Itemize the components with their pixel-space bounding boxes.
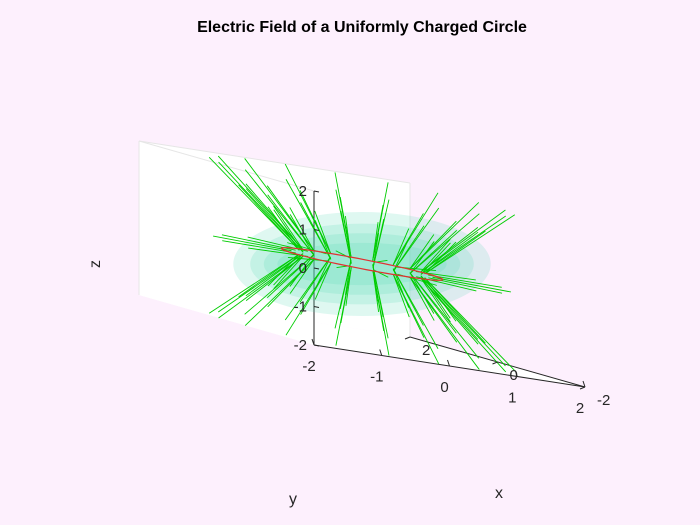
x-axis-label: x	[495, 485, 503, 502]
x-tick	[579, 386, 586, 390]
field-line	[285, 262, 332, 336]
x-tick-label: -2	[597, 392, 610, 409]
field-line	[428, 274, 502, 288]
field-line	[273, 253, 304, 286]
field-line	[284, 163, 331, 254]
y-axis-label: y	[289, 491, 297, 508]
y-tick-label: 1	[508, 390, 516, 407]
field-line	[409, 277, 435, 321]
x-tick-label: 2	[422, 342, 430, 359]
plot-area: -2 -1 0 1 2 -2 -1 0 1 2 -2 0 2 z y x	[87, 140, 610, 508]
equipotential-surface	[250, 223, 474, 305]
field-line	[335, 267, 352, 346]
field-line	[420, 215, 506, 275]
z-tick-label: -1	[294, 299, 307, 316]
charge-ring	[280, 247, 444, 281]
field-line	[420, 242, 451, 275]
field-line	[208, 157, 300, 251]
field-line	[393, 207, 440, 272]
field-line	[420, 275, 506, 367]
field-line	[392, 192, 439, 266]
floor-panel	[139, 295, 585, 387]
field-line	[289, 207, 315, 251]
field-line	[372, 182, 389, 261]
z-tick	[313, 229, 320, 231]
field-line	[420, 277, 451, 323]
field-line	[217, 155, 304, 251]
field-line	[284, 256, 331, 321]
field-line	[420, 238, 451, 273]
field-line	[372, 199, 390, 268]
z-tick	[313, 190, 320, 193]
equipotential-surface	[277, 242, 447, 286]
field-line	[289, 254, 315, 287]
field-line	[392, 228, 410, 266]
field-line	[420, 209, 506, 273]
field-line	[218, 161, 304, 253]
x-tick	[404, 336, 411, 340]
field-line	[244, 254, 315, 315]
field-line	[393, 237, 410, 272]
z-tick	[313, 267, 320, 270]
equipotential-surface	[233, 212, 491, 316]
x-tick	[492, 361, 498, 365]
field-line	[409, 276, 480, 370]
z-tick-label: 1	[299, 222, 307, 239]
field-line	[409, 202, 480, 270]
field-line	[244, 158, 315, 252]
field-line	[409, 272, 480, 359]
z-tick	[313, 306, 320, 308]
box-edge	[138, 140, 315, 192]
field-line	[372, 264, 389, 339]
field-line	[420, 277, 507, 373]
field-line	[222, 240, 296, 254]
field-line	[372, 271, 390, 356]
field-line	[208, 253, 300, 314]
z-axis-label: z	[87, 260, 104, 268]
field-line	[289, 258, 315, 294]
chart-title: Electric Field of a Uniformly Charged Ci…	[197, 19, 527, 36]
y-tick	[582, 380, 586, 388]
field-line	[409, 241, 435, 274]
field-line	[335, 189, 352, 264]
field-line	[432, 276, 511, 293]
field-line	[285, 179, 332, 260]
y-tick	[514, 370, 518, 377]
field-line	[218, 253, 304, 313]
field-line	[409, 213, 480, 274]
field-line	[218, 255, 304, 319]
z-tick-label: 0	[299, 260, 307, 277]
field-line	[244, 258, 315, 326]
field-line	[424, 277, 516, 371]
y-tick	[379, 349, 383, 356]
field-line	[393, 274, 410, 318]
field-line	[213, 235, 292, 252]
field-lines	[208, 155, 516, 373]
z-tick-label: -2	[294, 337, 307, 354]
field-line	[334, 260, 352, 329]
y-tick-label: -1	[370, 369, 383, 386]
field-line	[393, 274, 440, 365]
z-tick-label: 2	[299, 183, 307, 200]
field-line	[424, 214, 516, 275]
y-tick-label: 0	[440, 379, 448, 396]
y-tick-label: 2	[576, 400, 584, 417]
y-tick	[311, 338, 315, 346]
field-line	[314, 210, 331, 254]
x-tick-label: 0	[510, 367, 518, 384]
field-line	[273, 205, 304, 251]
y-tick-label: -2	[302, 358, 315, 375]
box-edge	[138, 140, 411, 184]
field-line	[392, 268, 439, 349]
z-tick	[313, 344, 320, 347]
field-line	[273, 255, 304, 290]
field-line	[244, 169, 315, 256]
field-line	[314, 262, 332, 300]
y-tick	[447, 359, 450, 367]
field-line	[409, 234, 435, 270]
